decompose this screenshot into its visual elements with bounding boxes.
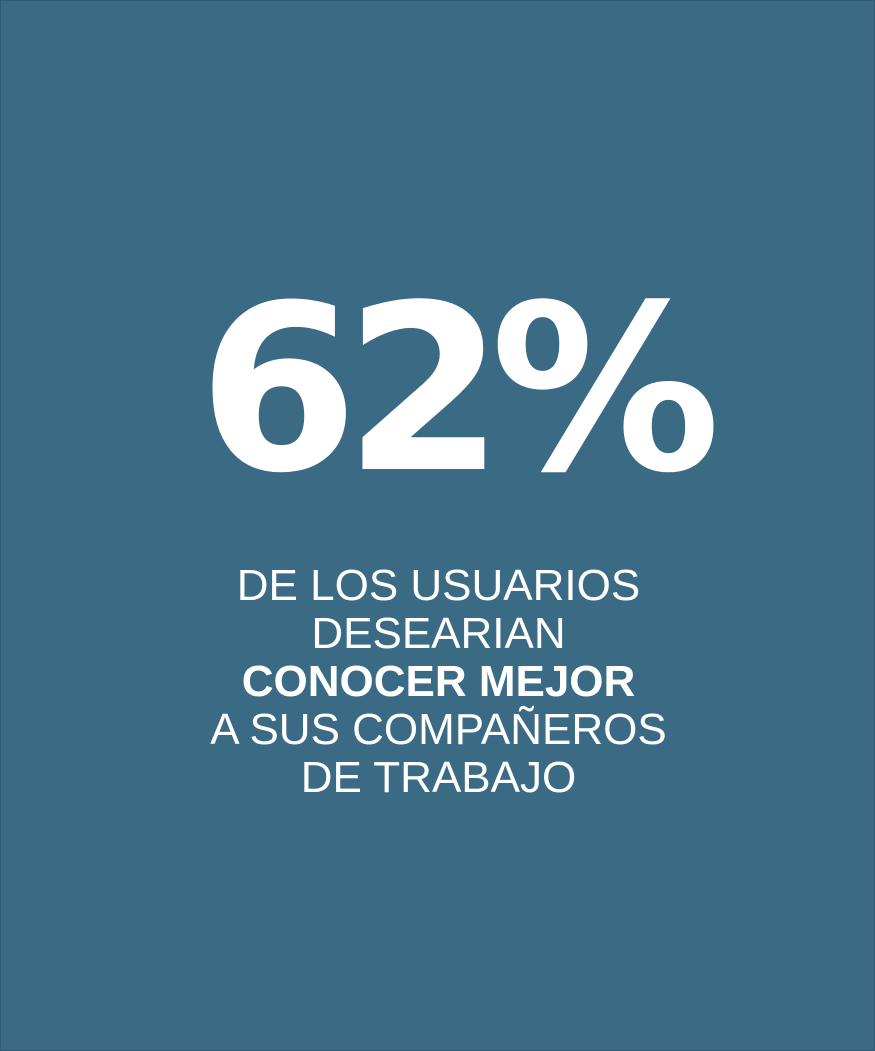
caption-line-4: A SUS COMPAÑEROS [210,705,667,754]
stat-value: 62% [198,257,721,524]
caption-line-3-emphasis: CONOCER MEJOR [241,657,636,706]
caption-line-5: DE TRABAJO [300,753,577,802]
stat-caption: DE LOS USUARIOS DESEARIAN CONOCER MEJOR … [1,562,875,802]
caption-line-1: DE LOS USUARIOS [236,561,641,610]
caption-line-2: DESEARIAN [311,609,566,658]
